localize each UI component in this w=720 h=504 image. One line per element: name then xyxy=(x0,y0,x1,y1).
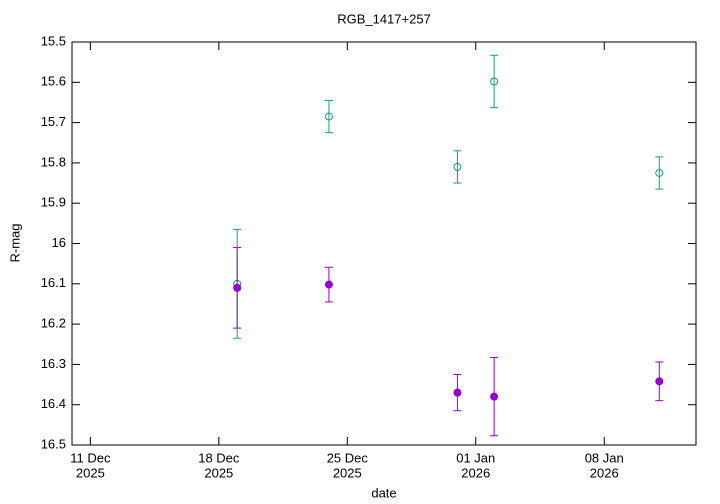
data-point xyxy=(453,388,462,397)
y-tick-label: 16.4 xyxy=(41,396,66,411)
x-tick-label: 08 Jan xyxy=(585,450,624,465)
x-axis-label: date xyxy=(371,485,396,500)
x-tick-label: 2025 xyxy=(204,465,233,480)
x-tick-label: 25 Dec xyxy=(327,450,369,465)
y-tick-label: 15.8 xyxy=(41,154,66,169)
y-tick-label: 15.9 xyxy=(41,195,66,210)
data-point xyxy=(490,77,499,86)
data-point xyxy=(655,377,664,386)
data-point xyxy=(233,283,242,292)
data-point xyxy=(453,162,462,171)
y-axis-label: R-mag xyxy=(7,223,22,262)
chart-title: RGB_1417+257 xyxy=(337,11,431,26)
y-tick-label: 15.7 xyxy=(41,114,66,129)
data-point xyxy=(655,168,664,177)
x-tick-label: 2026 xyxy=(461,465,490,480)
data-point xyxy=(490,392,499,401)
y-tick-label: 16.3 xyxy=(41,356,66,371)
x-tick-label: 2025 xyxy=(333,465,362,480)
x-tick-label: 01 Jan xyxy=(456,450,495,465)
y-tick-label: 15.6 xyxy=(41,74,66,89)
x-tick-label: 11 Dec xyxy=(70,450,111,465)
x-tick-label: 2025 xyxy=(76,465,105,480)
data-point xyxy=(324,112,333,121)
y-tick-label: 16 xyxy=(52,235,66,250)
y-tick-label: 16.1 xyxy=(41,275,66,290)
y-tick-label: 16.2 xyxy=(41,316,66,331)
x-tick-label: 2026 xyxy=(590,465,619,480)
data-point xyxy=(324,280,333,289)
x-tick-label: 18 Dec xyxy=(198,450,240,465)
y-tick-label: 15.5 xyxy=(41,33,66,48)
y-tick-label: 16.5 xyxy=(41,436,66,451)
